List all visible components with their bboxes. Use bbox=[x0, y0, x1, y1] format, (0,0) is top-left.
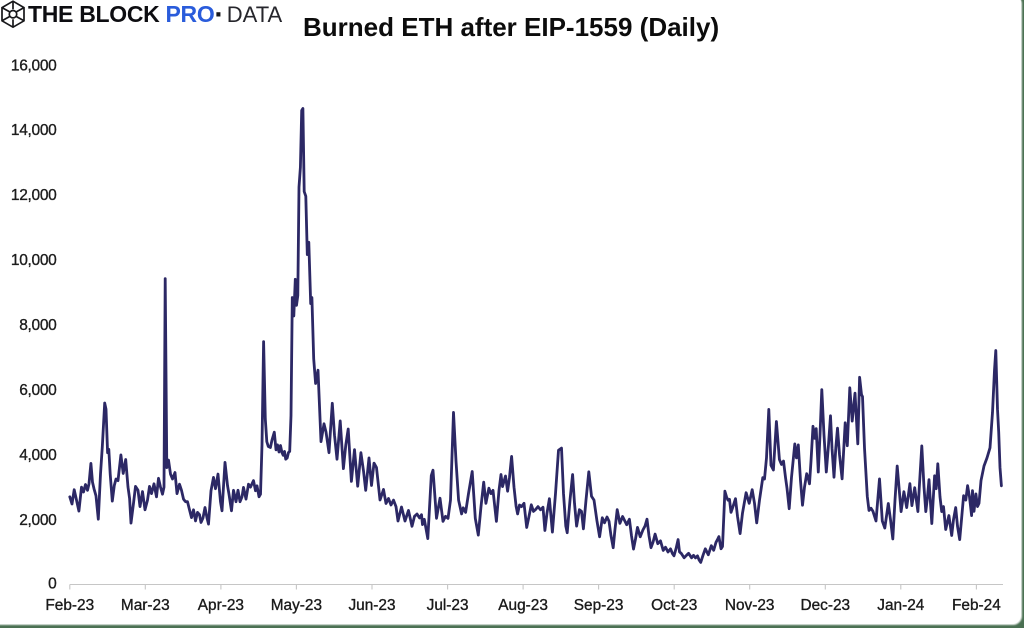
svg-text:2,000: 2,000 bbox=[19, 512, 57, 529]
svg-text:Nov-23: Nov-23 bbox=[725, 597, 775, 614]
svg-text:10,000: 10,000 bbox=[11, 252, 57, 269]
svg-text:Jun-23: Jun-23 bbox=[348, 597, 395, 614]
svg-text:Jan-24: Jan-24 bbox=[877, 597, 924, 614]
svg-text:0: 0 bbox=[48, 575, 57, 592]
svg-text:14,000: 14,000 bbox=[11, 122, 57, 139]
svg-text:Jul-23: Jul-23 bbox=[427, 597, 469, 614]
svg-text:Sep-23: Sep-23 bbox=[574, 597, 624, 614]
svg-text:Aug-23: Aug-23 bbox=[498, 597, 548, 614]
svg-text:12,000: 12,000 bbox=[11, 187, 57, 204]
svg-text:6,000: 6,000 bbox=[19, 382, 57, 399]
svg-text:May-23: May-23 bbox=[271, 597, 322, 614]
svg-text:Apr-23: Apr-23 bbox=[198, 597, 244, 614]
svg-text:Oct-23: Oct-23 bbox=[651, 597, 697, 614]
svg-text:8,000: 8,000 bbox=[19, 317, 57, 334]
svg-text:Feb-24: Feb-24 bbox=[952, 597, 1001, 614]
svg-text:Feb-23: Feb-23 bbox=[45, 597, 94, 614]
svg-text:Dec-23: Dec-23 bbox=[800, 597, 850, 614]
svg-text:4,000: 4,000 bbox=[19, 447, 57, 464]
svg-text:16,000: 16,000 bbox=[11, 57, 57, 74]
svg-text:Mar-23: Mar-23 bbox=[121, 597, 170, 614]
